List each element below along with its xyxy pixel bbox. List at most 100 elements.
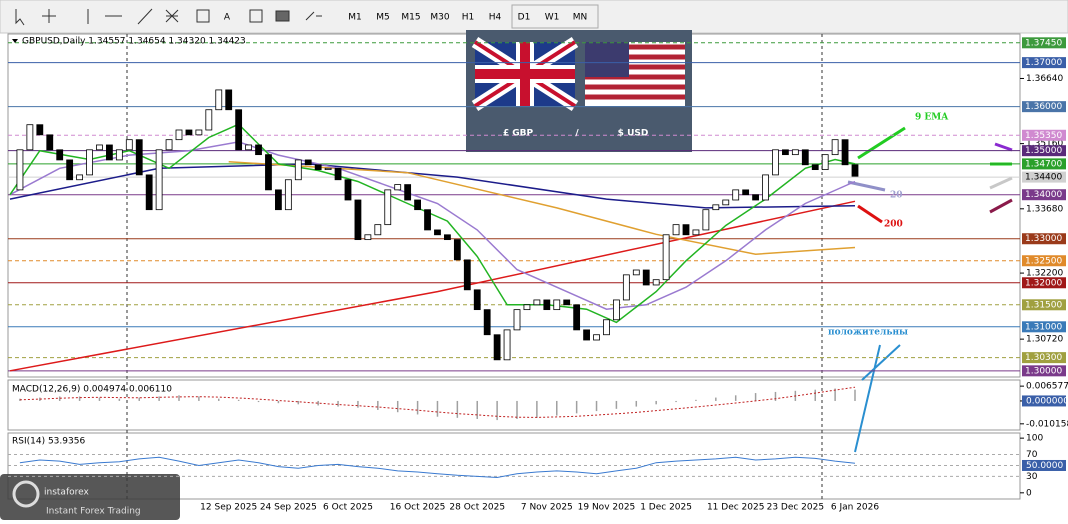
timeframe-button[interactable]: M5 [376,13,390,23]
candle [603,319,610,336]
level-label: 1.35000 [1025,146,1062,156]
candle [165,139,173,151]
candle [702,209,710,231]
candle [851,164,859,177]
level-label: 1.34000 [1025,190,1062,200]
level-label: 1.35350 [1025,131,1062,141]
y-tick-label: 1.30720 [1026,335,1063,345]
level-badge [1022,321,1066,333]
candle [662,234,670,281]
candle [821,154,829,171]
macd-panel [7,379,1021,431]
macd-bar [98,397,101,401]
level-badge [1022,365,1066,377]
level-badge [1022,277,1066,289]
y-tick-label: 1.35160 [1026,139,1063,149]
candle [811,164,819,171]
level-badge [1022,255,1066,267]
candle [115,149,123,161]
y-tick-label: 1.32200 [1026,269,1063,279]
logo-icon [12,480,40,508]
macd-bar [396,400,399,413]
uk-flag-cross-red [475,42,575,106]
timeframe-button[interactable]: D1 [518,13,531,23]
candle [622,274,630,301]
candle [344,179,352,201]
level-badge [1022,171,1066,183]
candle [374,224,382,236]
timeframe-button[interactable]: M30 [430,13,449,23]
candle [304,159,312,166]
candle [275,189,282,211]
arrow [989,198,1013,214]
candle [26,124,34,151]
level-badge [1022,37,1066,49]
rect-tool[interactable] [275,10,290,22]
macd-bar [655,400,657,405]
candle [533,299,541,306]
candle [16,149,24,191]
macd-bar [58,396,61,401]
crosshair-tool[interactable] [42,9,56,23]
timeframe-button[interactable]: H1 [462,13,475,23]
header-marker [12,39,18,43]
level-label: 1.37450 [1025,38,1062,48]
x-tick-label: 24 Sep 2025 [260,503,317,513]
timeframe-button[interactable]: MN [573,13,588,23]
x-tick-label: 16 Oct 2025 [390,503,446,513]
candle [791,149,799,156]
rsi-panel [7,432,1021,500]
macd-bar [615,400,618,409]
candle [354,199,362,241]
candle [841,139,849,166]
candle [394,184,402,191]
macd-bar [198,396,200,401]
tool-label[interactable]: A [224,13,231,23]
banner [466,30,692,152]
x-tick-label: 23 Dec 2025 [767,503,825,513]
candle [324,167,332,171]
macd-bar [78,396,81,401]
macd-bar [675,400,677,403]
macd-bar [237,399,240,401]
label-tool[interactable] [249,9,263,23]
level-label: 1.34700 [1025,159,1062,169]
fibo-tool[interactable] [165,9,179,23]
cursor-tool[interactable] [15,9,25,26]
candle [772,149,779,176]
annotation-arrows [847,126,1013,453]
candle [672,224,680,236]
candle [56,149,64,161]
arrows-tool[interactable] [305,11,322,21]
macd-bar [556,400,558,416]
candle [215,89,223,111]
candle [762,174,769,201]
level-label: 1.32000 [1025,278,1062,288]
timeframe-button[interactable]: M15 [401,13,420,23]
macd-bar [476,400,478,419]
timeframe-button[interactable]: M1 [348,13,362,23]
candle [66,159,74,181]
moving-average [9,200,856,372]
candle [742,189,750,196]
candle [175,129,183,141]
candle [583,329,590,341]
macd-bar [416,400,419,415]
candle [255,144,262,156]
timeframe-button[interactable]: W1 [545,13,560,23]
candle [453,239,461,261]
candle [414,199,421,211]
level-label: 1.37000 [1025,58,1062,68]
rsi-title: RSI(14) 53.9356 [12,437,85,447]
channel-tool[interactable] [196,9,210,23]
candle [86,149,93,176]
macd-bar [118,398,121,401]
x-tick-label: 7 Nov 2025 [521,503,573,513]
candle [434,229,441,236]
us-flag-stripes [585,44,685,100]
macd-bar [178,395,180,401]
x-tick-label: 1 Dec 2025 [640,503,692,513]
trendline-tool[interactable] [137,8,153,25]
timeframe-button[interactable]: H4 [489,13,502,23]
